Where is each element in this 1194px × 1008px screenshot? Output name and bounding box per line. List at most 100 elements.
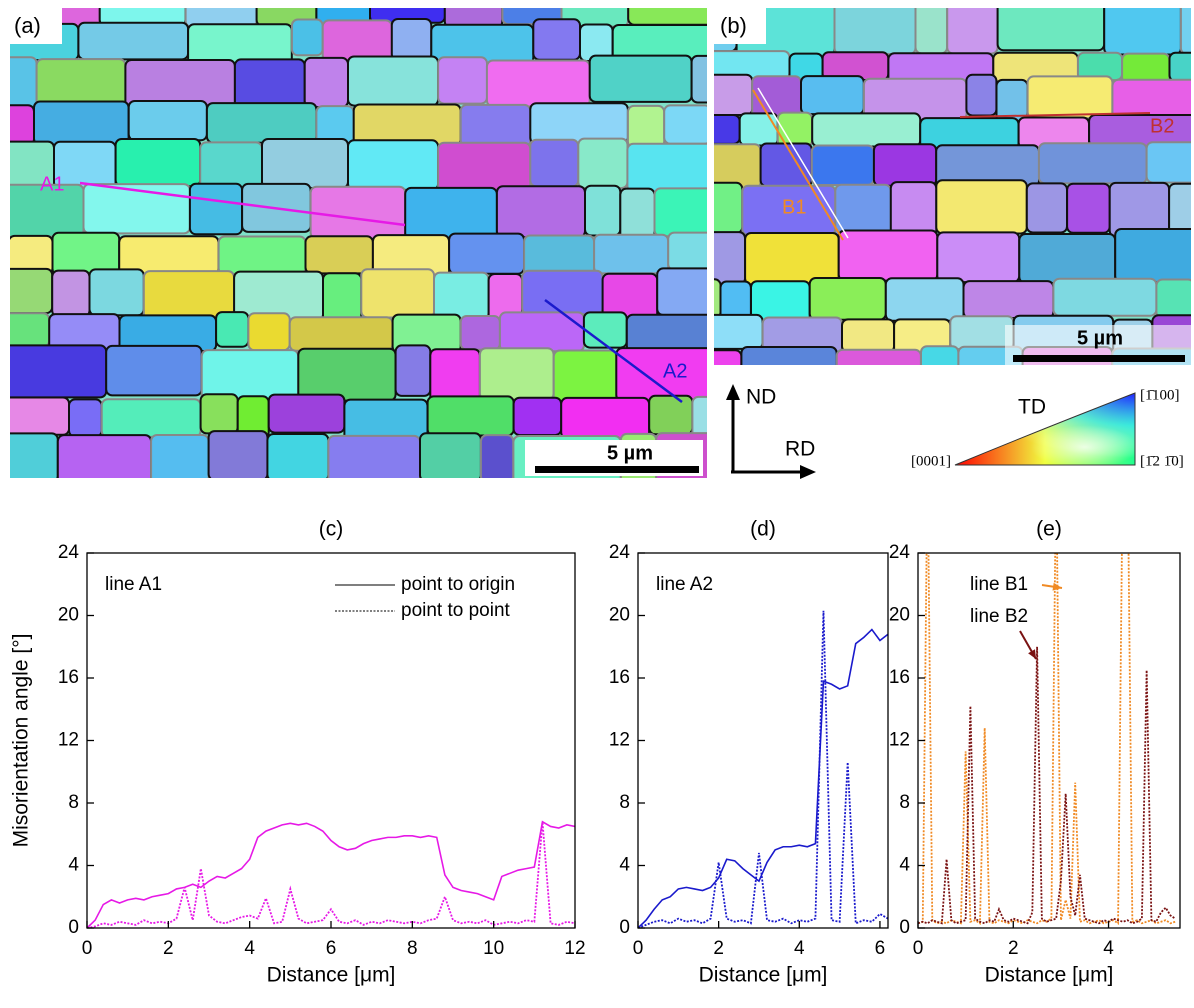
grain xyxy=(700,315,762,349)
grain xyxy=(655,188,717,236)
grain xyxy=(461,316,500,350)
chart-title: (d) xyxy=(750,518,776,541)
profile-label: B2 xyxy=(1150,115,1174,137)
grain xyxy=(445,1,503,28)
grain xyxy=(1147,142,1194,182)
legend-label: point to point xyxy=(401,600,511,621)
y-tick-label: 8 xyxy=(619,792,630,813)
y-tick-label: 4 xyxy=(68,855,79,876)
y-tick-label: 20 xyxy=(609,605,630,626)
scale-bar xyxy=(535,466,699,473)
y-tick-label: 8 xyxy=(899,792,910,813)
profile-label: A2 xyxy=(663,360,687,382)
y-tick-label: 4 xyxy=(619,855,630,876)
x-tick-label: 12 xyxy=(564,938,585,959)
x-axis-label: Distance [μm] xyxy=(985,964,1114,987)
profile-label: A1 xyxy=(40,173,64,195)
grain xyxy=(1181,0,1194,54)
x-tick-label: 4 xyxy=(244,938,255,959)
grain xyxy=(328,436,420,487)
grain xyxy=(842,319,894,352)
grain xyxy=(262,139,348,188)
grain xyxy=(745,233,839,285)
y-tick-label: 16 xyxy=(609,667,630,688)
grain xyxy=(812,146,874,186)
grain xyxy=(533,19,580,59)
panel-label: (a) xyxy=(14,13,41,38)
arrow-head xyxy=(726,384,740,400)
grain xyxy=(207,103,317,143)
key-corner: [1̄100] xyxy=(1140,387,1179,403)
x-tick-label: 0 xyxy=(913,938,924,959)
y-tick-label: 24 xyxy=(609,542,631,563)
grain xyxy=(0,105,34,145)
annotation: line A1 xyxy=(105,574,162,595)
grain xyxy=(741,347,836,383)
grain xyxy=(1067,184,1110,233)
sample-axes: ND RD xyxy=(726,384,816,479)
y-tick-label: 8 xyxy=(68,792,79,813)
grain xyxy=(839,231,938,281)
grain xyxy=(116,139,201,186)
grain xyxy=(428,396,514,435)
plot-frame xyxy=(918,553,1180,928)
y-tick-label: 24 xyxy=(889,542,911,563)
grain xyxy=(430,349,480,402)
grain xyxy=(348,57,438,106)
grain xyxy=(649,396,692,435)
grain xyxy=(1156,280,1194,319)
x-tick-label: 6 xyxy=(326,938,337,959)
grain xyxy=(497,186,585,237)
grain xyxy=(554,351,617,405)
grain xyxy=(69,399,102,436)
grain xyxy=(812,113,920,146)
annotation: line A2 xyxy=(656,574,713,595)
grain xyxy=(950,316,1013,349)
legend-label: point to origin xyxy=(401,574,515,595)
grain xyxy=(0,345,106,397)
data-line xyxy=(87,822,575,928)
grain xyxy=(966,75,996,116)
y-tick-label: 0 xyxy=(619,917,630,938)
grain xyxy=(461,105,531,147)
grain xyxy=(480,348,554,400)
grain xyxy=(1019,234,1115,283)
grain xyxy=(78,23,188,60)
grain xyxy=(530,140,578,187)
grain xyxy=(292,20,323,56)
grain xyxy=(37,59,126,107)
grain xyxy=(585,186,620,236)
scale-label: 5 µm xyxy=(1077,327,1123,349)
y-tick-label: 24 xyxy=(58,542,80,563)
grain xyxy=(891,182,937,236)
grain xyxy=(248,313,289,350)
grain xyxy=(657,268,723,315)
grain xyxy=(311,187,406,239)
grain xyxy=(298,349,395,401)
grain xyxy=(209,431,268,480)
grain xyxy=(594,235,668,274)
y-tick-label: 0 xyxy=(899,917,910,938)
y-tick-label: 20 xyxy=(58,605,79,626)
grain xyxy=(216,312,248,347)
y-tick-label: 16 xyxy=(58,667,79,688)
grain xyxy=(323,273,361,322)
grain xyxy=(151,435,209,485)
grain xyxy=(936,180,1027,233)
x-axis-label: Distance [μm] xyxy=(267,964,396,987)
grain xyxy=(405,188,497,239)
x-tick-label: 2 xyxy=(1008,938,1019,959)
data-line xyxy=(918,647,1175,924)
grain xyxy=(323,20,392,61)
ebsd-map-a xyxy=(0,0,800,487)
grain xyxy=(0,398,69,435)
grain xyxy=(1039,143,1147,183)
y-tick-label: 0 xyxy=(68,917,79,938)
grain xyxy=(740,113,778,145)
grain xyxy=(921,346,958,385)
grain xyxy=(964,281,1054,318)
grain xyxy=(0,313,49,347)
grain xyxy=(0,433,58,481)
grain xyxy=(481,435,513,482)
